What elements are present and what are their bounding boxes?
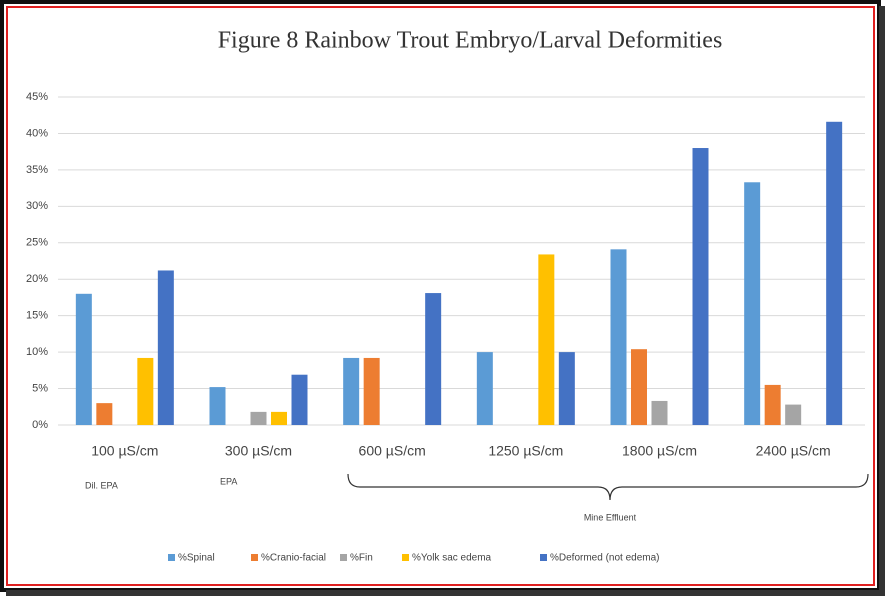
bar xyxy=(157,270,174,425)
y-tick-label: 15% xyxy=(26,310,48,322)
annotation: EPA xyxy=(220,476,237,486)
bar xyxy=(826,121,843,425)
bar xyxy=(96,403,113,425)
bar xyxy=(137,357,154,425)
bar xyxy=(425,293,442,425)
bar xyxy=(651,400,668,425)
y-tick-label: 0% xyxy=(32,419,48,431)
y-tick-label: 5% xyxy=(32,382,48,394)
chart-title: Figure 8 Rainbow Trout Embryo/Larval Def… xyxy=(218,28,723,54)
bar xyxy=(785,404,802,425)
y-tick-label: 45% xyxy=(26,91,48,103)
x-tick-label: 1800 µS/cm xyxy=(622,443,697,459)
legend-swatch xyxy=(340,554,347,561)
legend-swatch xyxy=(251,554,258,561)
legend-swatch xyxy=(168,554,175,561)
bar xyxy=(250,411,267,425)
annotation: Mine Effluent xyxy=(584,512,637,522)
legend-label: %Cranio-facial xyxy=(261,553,326,564)
y-tick-label: 35% xyxy=(26,164,48,176)
legend-label: %Deformed (not edema) xyxy=(550,553,660,564)
bar xyxy=(631,349,647,425)
bracket xyxy=(347,473,869,501)
bar xyxy=(538,254,555,425)
y-tick-label: 25% xyxy=(26,237,48,249)
frame-shadow xyxy=(6,590,885,596)
bar xyxy=(692,148,709,425)
x-tick-label: 100 µS/cm xyxy=(91,443,158,459)
legend-swatch xyxy=(540,554,547,561)
x-tick-label: 300 µS/cm xyxy=(225,443,292,459)
bar xyxy=(363,357,380,425)
bar xyxy=(610,249,627,425)
legend-swatch xyxy=(402,554,409,561)
legend-label: %Fin xyxy=(350,553,373,564)
legend-label: %Spinal xyxy=(178,553,215,564)
bar xyxy=(343,357,360,425)
x-tick-label: 600 µS/cm xyxy=(359,443,426,459)
annotation: Dil. EPA xyxy=(85,480,118,490)
bar xyxy=(291,374,308,425)
legend-label: %Yolk sac edema xyxy=(412,553,492,564)
y-tick-label: 40% xyxy=(26,127,48,139)
y-tick-label: 20% xyxy=(26,273,48,285)
bar xyxy=(476,352,493,425)
inner-frame xyxy=(6,6,875,586)
bar xyxy=(209,387,226,425)
y-tick-label: 10% xyxy=(26,346,48,358)
frame-shadow xyxy=(879,6,885,596)
bar xyxy=(744,182,761,425)
bar xyxy=(558,352,575,425)
bar xyxy=(271,411,287,425)
x-tick-label: 1250 µS/cm xyxy=(488,443,563,459)
bar xyxy=(764,384,781,425)
y-tick-label: 30% xyxy=(26,200,48,212)
bar xyxy=(75,293,92,425)
x-tick-label: 2400 µS/cm xyxy=(756,443,831,459)
